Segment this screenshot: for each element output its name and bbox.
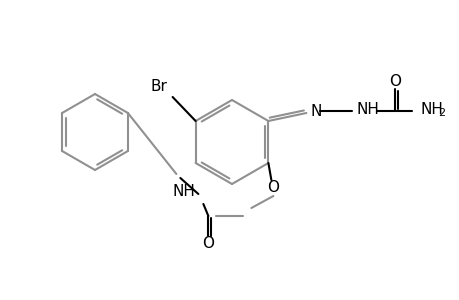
Text: O: O xyxy=(202,236,214,251)
Text: NH: NH xyxy=(420,101,442,116)
Text: Br: Br xyxy=(150,79,167,94)
Text: N: N xyxy=(310,103,321,118)
Text: 2: 2 xyxy=(437,108,444,118)
Text: NH: NH xyxy=(356,101,378,116)
Text: O: O xyxy=(388,74,401,88)
Text: NH: NH xyxy=(173,184,196,200)
Text: O: O xyxy=(267,181,279,196)
